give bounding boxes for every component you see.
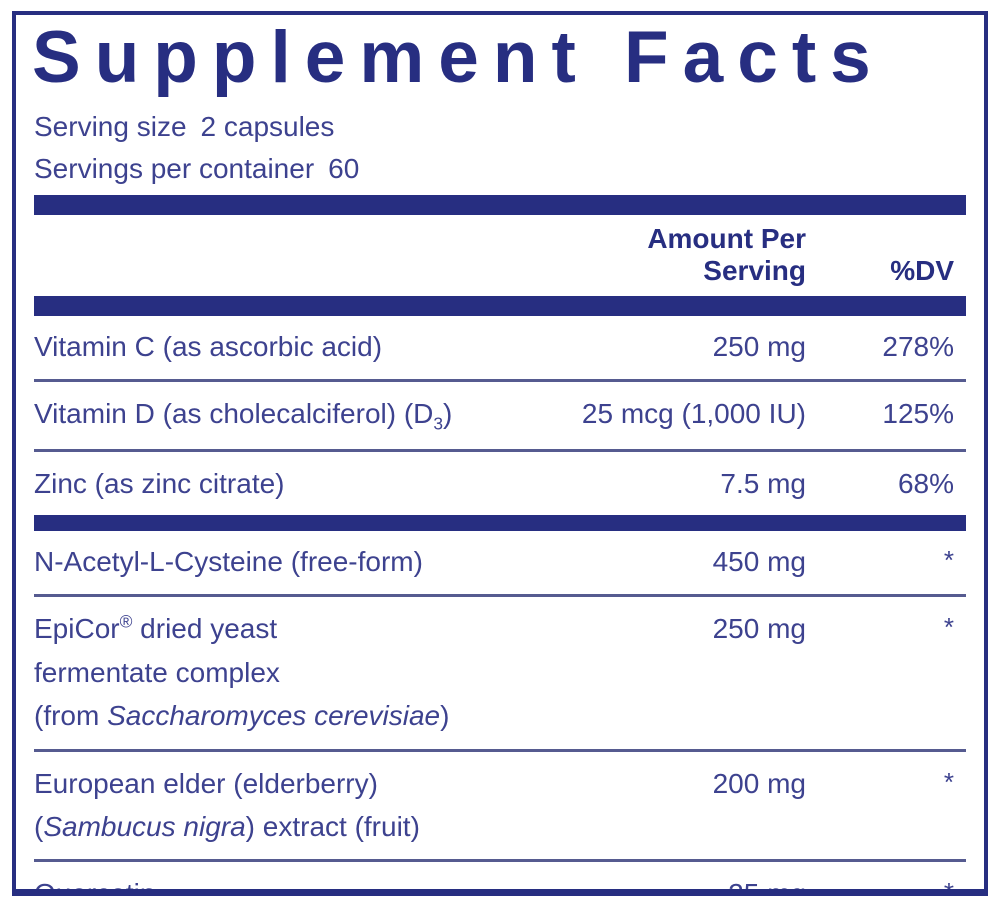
ingredient-name-line: Vitamin C (as ascorbic acid) bbox=[34, 330, 383, 362]
separator-thin bbox=[34, 447, 966, 453]
dv-value: * bbox=[943, 766, 954, 797]
amount-value: 25 mg bbox=[728, 878, 806, 896]
amount-value: 7.5 mg bbox=[720, 467, 806, 499]
separator-thick bbox=[34, 515, 966, 532]
table-row: Quercetin 25 mg * bbox=[34, 863, 966, 896]
ingredient-name-line: N-Acetyl-L-Cysteine (free-form) bbox=[34, 546, 423, 578]
dv-value: * bbox=[943, 545, 954, 576]
facts-rows: Vitamin C (as ascorbic acid) 250 mg 278% Vi… bbox=[34, 316, 966, 896]
amount-value: 250 mg bbox=[712, 613, 806, 645]
serving-size-line: Serving size 2 capsules bbox=[34, 110, 966, 142]
amount-value: 200 mg bbox=[712, 767, 806, 799]
ingredient-name-line: Zinc (as zinc citrate) bbox=[34, 467, 285, 499]
dv-value: 278% bbox=[882, 330, 954, 362]
serving-size-value: 2 capsules bbox=[200, 110, 335, 142]
separator-thin bbox=[34, 593, 966, 599]
column-header-row: Amount Per Serving %DV bbox=[34, 215, 966, 296]
ingredient-name-line: EpiCor® dried yeast bbox=[34, 612, 278, 645]
table-row: Vitamin C (as ascorbic acid) 250 mg 278% bbox=[34, 316, 966, 378]
table-row: EpiCor® dried yeast fermentate complex (fr… bbox=[34, 598, 966, 747]
amount-value: 250 mg bbox=[712, 330, 806, 362]
ingredient-name-line: European elder (elderberry) bbox=[34, 767, 378, 799]
amount-per-serving-header: Amount Per Serving bbox=[647, 222, 806, 286]
servings-per-container-value: 60 bbox=[328, 152, 360, 184]
separator-thin bbox=[34, 747, 966, 753]
ingredient-name: Quercetin bbox=[34, 872, 541, 896]
ingredient-name-line: Quercetin bbox=[34, 878, 156, 896]
dv-value: * bbox=[943, 612, 954, 643]
panel-title: Supplement Facts bbox=[32, 17, 885, 98]
ingredient-name: Zinc (as zinc citrate) bbox=[34, 462, 541, 505]
table-row: N-Acetyl-L-Cysteine (free-form) 450 mg * bbox=[34, 531, 966, 593]
ingredient-name: N-Acetyl-L-Cysteine (free-form) bbox=[34, 540, 541, 583]
dv-value: 68% bbox=[897, 467, 954, 499]
separator-thin bbox=[34, 858, 966, 864]
supplement-facts-panel: Supplement Facts Serving size 2 capsules … bbox=[12, 11, 988, 896]
servings-per-container-label: Servings per container bbox=[34, 152, 315, 184]
ingredient-name-line: Vitamin D (as cholecalciferol) (D3) bbox=[34, 398, 453, 434]
table-row: Vitamin D (as cholecalciferol) (D3) 25 mc… bbox=[34, 383, 966, 448]
servings-per-container-line: Servings per container 60 bbox=[34, 152, 966, 184]
table-row: Zinc (as zinc citrate) 7.5 mg 68% bbox=[34, 453, 966, 515]
serving-size-label: Serving size bbox=[34, 110, 187, 142]
ingredient-name: EpiCor® dried yeast fermentate complex (fr… bbox=[34, 607, 541, 737]
amount-value: 450 mg bbox=[712, 546, 806, 578]
divider-bar-top bbox=[34, 194, 966, 215]
divider-bar-header bbox=[34, 295, 966, 316]
ingredient-name: Vitamin C (as ascorbic acid) bbox=[34, 325, 541, 368]
separator-thin bbox=[34, 378, 966, 384]
ingredient-name-line: fermentate complex bbox=[34, 656, 280, 688]
percent-dv-header: %DV bbox=[890, 254, 954, 286]
ingredient-name: European elder (elderberry) (Sambucus nig… bbox=[34, 762, 541, 849]
dv-value: * bbox=[943, 877, 954, 896]
amount-value: 25 mcg (1,000 IU) bbox=[581, 398, 806, 430]
ingredient-name: Vitamin D (as cholecalciferol) (D3) bbox=[34, 392, 541, 438]
dv-value: 125% bbox=[882, 398, 954, 430]
ingredient-name-line: (from Saccharomyces cerevisiae) bbox=[34, 700, 450, 732]
ingredient-name-line: (Sambucus nigra) extract (fruit) bbox=[34, 810, 420, 842]
table-row: European elder (elderberry) (Sambucus nig… bbox=[34, 753, 966, 859]
